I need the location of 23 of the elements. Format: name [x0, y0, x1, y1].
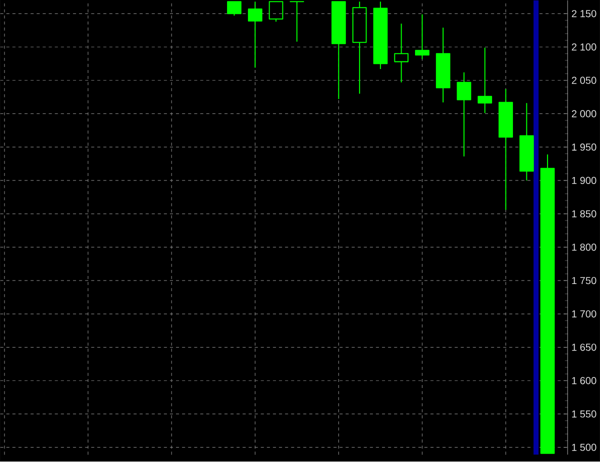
candlestick [373, 1, 388, 70]
candlestick [498, 88, 513, 210]
y-tick-label: 1 700 [572, 310, 596, 318]
candlestick [519, 102, 534, 182]
y-tick-label: 1 650 [572, 344, 596, 352]
y-tick-label: 2 000 [572, 110, 596, 118]
y-tick-label: 1 950 [572, 144, 596, 151]
candlestick [394, 23, 409, 84]
candlestick [436, 27, 450, 104]
y-tick-label: 1 750 [572, 277, 596, 284]
y-tick-label: 2 050 [572, 76, 596, 84]
y-tick-label: 1 500 [572, 444, 596, 452]
y-tick-label: 2 150 [572, 10, 596, 18]
candlestick [478, 47, 492, 114]
candlestick [456, 72, 472, 158]
candlestick [248, 1, 262, 68]
y-tick-label: 1 550 [572, 410, 596, 418]
y-tick-label: 2 100 [572, 44, 596, 51]
y-tick-label: 1 800 [572, 244, 596, 251]
y-tick-label: 1 900 [572, 177, 596, 184]
y-tick-label: 1 850 [572, 210, 596, 218]
y-tick-label: 1 600 [572, 377, 596, 384]
candlestick [352, 1, 367, 94]
